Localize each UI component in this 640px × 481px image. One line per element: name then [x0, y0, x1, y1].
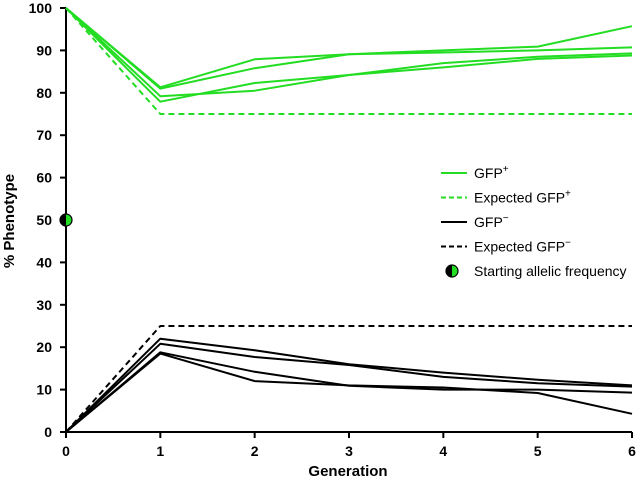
legend-label-superscript: +	[503, 164, 509, 175]
y-tick-label: 10	[36, 382, 52, 398]
y-tick-label: 50	[36, 212, 52, 228]
y-tick-label: 80	[36, 85, 52, 101]
y-tick-label: 100	[29, 0, 53, 16]
x-tick-label: 3	[345, 443, 353, 459]
y-tick-label: 40	[36, 254, 52, 270]
legend-label-text: GFP	[474, 165, 503, 181]
series-line-expected-gfp	[65, 7, 632, 115]
x-tick-label: 6	[628, 443, 636, 459]
legend-label: GFP+	[474, 164, 509, 181]
y-tick-label: 60	[36, 170, 52, 186]
legend-label-superscript: −	[503, 213, 509, 224]
x-tick-label: 5	[534, 443, 542, 459]
legend-label-superscript: +	[565, 189, 571, 200]
legend-label: Expected GFP+	[474, 189, 571, 206]
legend-label: Expected GFP−	[474, 238, 571, 255]
axes: 0 10 20 30 40 50 60 70 80 90 100 0 1 2 3 4 5 6	[29, 0, 636, 459]
legend-label-text: GFP	[474, 214, 503, 230]
legend-label: GFP−	[474, 213, 509, 230]
legend-label: Starting allelic frequency	[474, 263, 627, 279]
legend-item-exp-gfp-plus: Expected GFP+	[441, 189, 571, 206]
legend-label-text: Expected GFP	[474, 239, 565, 255]
series-line-gfp-replicate-4	[65, 352, 633, 433]
series-line-expected-gfp	[65, 325, 632, 433]
y-tick-label: 70	[36, 127, 52, 143]
series-line-gfp-replicate-2	[65, 342, 633, 433]
x-tick-label: 0	[62, 443, 70, 459]
y-tick-label: 30	[36, 297, 52, 313]
legend-item-exp-gfp-minus: Expected GFP−	[441, 238, 571, 255]
series-line-gfp-replicate-3	[65, 7, 633, 98]
legend-label-superscript: −	[565, 238, 571, 249]
series-line-gfp-replicate-4	[65, 7, 633, 103]
y-tick-label: 20	[36, 339, 52, 355]
legend-swatch-start-marker	[445, 264, 459, 278]
x-tick-label: 2	[251, 443, 259, 459]
legend-label-text: Starting allelic frequency	[474, 263, 627, 279]
y-tick-label: 0	[44, 424, 52, 440]
series-layer	[65, 7, 633, 433]
legend-label-text: Expected GFP	[474, 190, 565, 206]
marker-layer	[59, 213, 73, 227]
legend-item-gfp-minus: GFP−	[441, 213, 509, 230]
legend: GFP+Expected GFP+GFP−Expected GFP−Starti…	[441, 164, 627, 279]
x-tick-label: 4	[439, 443, 447, 459]
x-tick-label: 1	[156, 443, 164, 459]
legend-item-start: Starting allelic frequency	[445, 263, 627, 279]
legend-item-gfp-plus: GFP+	[441, 164, 509, 181]
y-tick-label: 90	[36, 42, 52, 58]
y-axis-title: % Phenotype	[1, 174, 18, 268]
series-line-gfp-replicate-2	[65, 7, 633, 90]
starting-frequency-marker	[59, 213, 73, 227]
x-axis-title: Generation	[308, 463, 387, 480]
